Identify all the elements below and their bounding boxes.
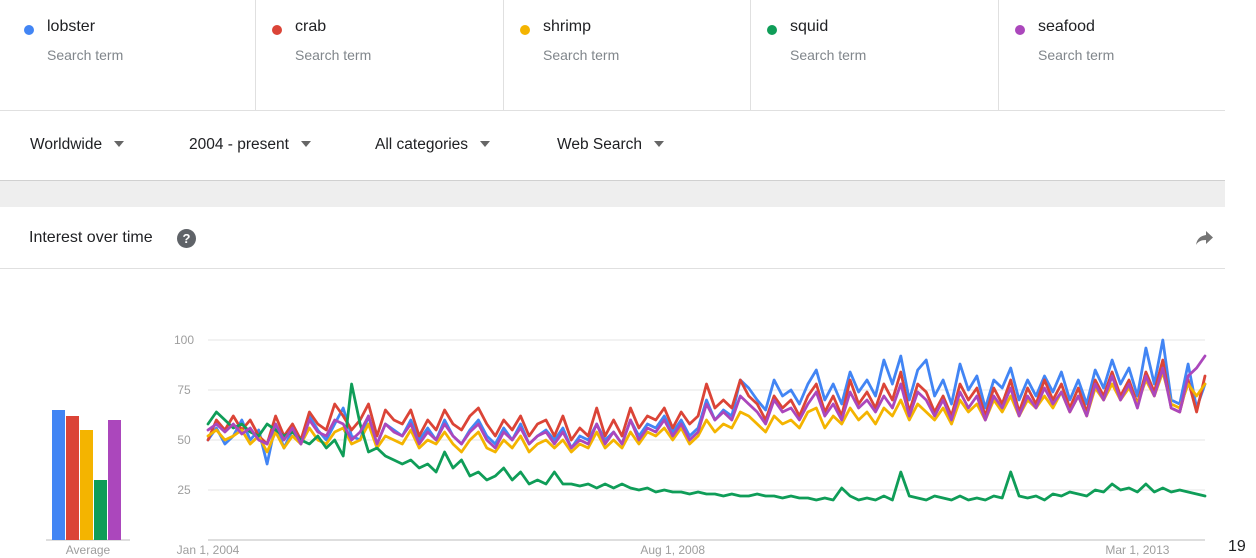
term-name: seafood xyxy=(1038,18,1095,35)
term-card-squid[interactable]: squid Search term xyxy=(750,0,998,110)
average-bar-lobster xyxy=(52,410,65,540)
series-color-dot-icon xyxy=(767,25,777,35)
search-terms-bar: lobster Search term crab Search term shr… xyxy=(0,0,1225,111)
term-name: lobster xyxy=(47,18,96,35)
average-bar-seafood xyxy=(108,420,121,540)
caret-down-icon xyxy=(480,140,491,147)
clipped-edge-text: 19 xyxy=(1228,538,1246,555)
time-range-label: 2004 - present xyxy=(189,136,289,153)
term-subtitle: Search term xyxy=(1038,47,1115,63)
x-tick-label: Jan 1, 2004 xyxy=(177,543,240,557)
series-color-dot-icon xyxy=(520,25,530,35)
interest-over-time-chart: 25 50 75 100 Jan 1, 2004 Aug 1, 2008 Mar 1, 2… xyxy=(46,333,1207,557)
search-type-dropdown[interactable]: Web Search xyxy=(557,136,665,154)
term-subtitle: Search term xyxy=(47,47,124,63)
help-icon[interactable]: ? xyxy=(177,229,196,248)
series-color-dot-icon xyxy=(272,25,282,35)
term-card-seafood[interactable]: seafood Search term xyxy=(998,0,1246,110)
average-bar-shrimp xyxy=(80,430,93,540)
y-tick-label: 75 xyxy=(177,383,191,397)
term-subtitle: Search term xyxy=(543,47,620,63)
section-title: Interest over time xyxy=(29,229,153,246)
average-bar-squid xyxy=(94,480,107,540)
y-tick-label: 100 xyxy=(174,333,194,347)
x-tick-label: Mar 1, 2013 xyxy=(1105,543,1169,557)
series-line-seafood xyxy=(206,354,1207,450)
term-subtitle: Search term xyxy=(790,47,867,63)
series-line-squid xyxy=(206,382,1207,502)
x-axis-labels: Jan 1, 2004 Aug 1, 2008 Mar 1, 2013 xyxy=(177,543,1170,557)
average-bars: Average xyxy=(46,410,130,557)
series-color-dot-icon xyxy=(24,25,34,35)
interest-over-time-header: Interest over time ? xyxy=(0,208,1225,269)
time-range-dropdown[interactable]: 2004 - present xyxy=(189,136,311,154)
category-dropdown[interactable]: All categories xyxy=(375,136,491,154)
y-tick-label: 50 xyxy=(177,433,191,447)
x-tick-label: Aug 1, 2008 xyxy=(640,543,705,557)
filter-bar: Worldwide 2004 - present All categories … xyxy=(0,110,1225,181)
y-tick-label: 25 xyxy=(177,483,191,497)
category-label: All categories xyxy=(375,136,469,153)
caret-down-icon xyxy=(114,140,125,147)
y-axis-labels: 25 50 75 100 xyxy=(174,333,194,497)
region-label: Worldwide xyxy=(30,136,103,153)
caret-down-icon xyxy=(654,140,665,147)
caret-down-icon xyxy=(300,140,311,147)
term-name: shrimp xyxy=(543,18,592,35)
series-lines xyxy=(206,338,1207,502)
average-bar-crab xyxy=(66,416,79,540)
term-card-lobster[interactable]: lobster Search term xyxy=(8,0,255,110)
search-type-label: Web Search xyxy=(557,136,643,153)
average-label: Average xyxy=(66,543,111,557)
series-line-crab xyxy=(206,358,1207,446)
region-dropdown[interactable]: Worldwide xyxy=(30,136,125,154)
term-name: crab xyxy=(295,18,327,35)
term-card-shrimp[interactable]: shrimp Search term xyxy=(503,0,751,110)
term-card-crab[interactable]: crab Search term xyxy=(255,0,503,110)
series-color-dot-icon xyxy=(1015,25,1025,35)
term-name: squid xyxy=(790,18,829,35)
section-divider-band xyxy=(0,181,1225,207)
term-subtitle: Search term xyxy=(295,47,372,63)
share-icon[interactable] xyxy=(1196,230,1214,251)
